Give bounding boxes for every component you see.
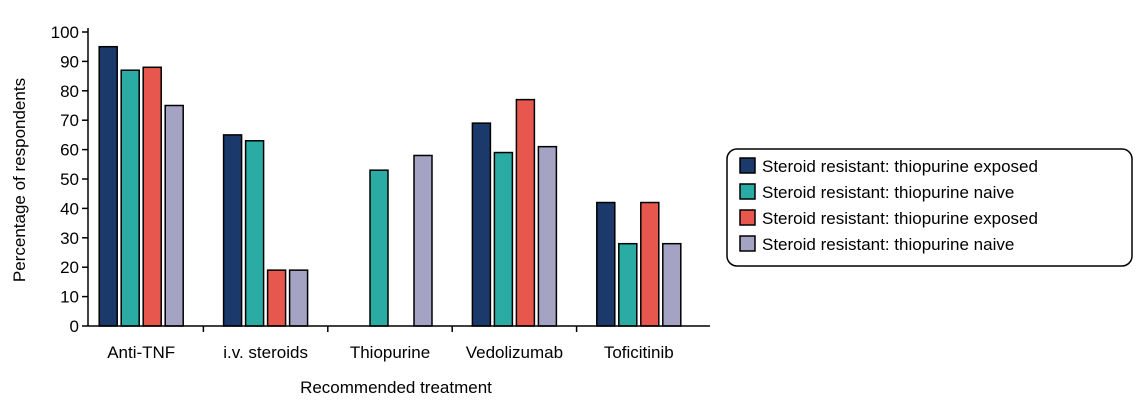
bar <box>515 98 536 327</box>
x-axis-title: Recommended treatment <box>300 378 492 397</box>
bar <box>120 69 140 327</box>
bar <box>244 140 265 327</box>
x-tick-label: Thiopurine <box>350 343 430 362</box>
x-tick-label: Vedolizumab <box>466 343 563 362</box>
x-tick-label: i.v. steroids <box>223 343 308 362</box>
legend-label: Steroid resistant: thiopurine naive <box>762 235 1014 254</box>
legend-label: Steroid resistant: thiopurine exposed <box>762 209 1038 228</box>
legend-box <box>726 148 1133 267</box>
legend-swatch <box>739 235 756 252</box>
legend-label: Steroid resistant: thiopurine naive <box>762 183 1014 202</box>
y-tick-label: 40 <box>60 199 79 218</box>
bar <box>164 104 184 327</box>
y-ticks-group: 0 10 20 30 40 50 60 70 80 90 100 <box>51 23 88 336</box>
bar <box>537 145 558 327</box>
legend-label: Steroid resistant: thiopurine exposed <box>762 157 1038 176</box>
x-ticks-group: Anti-TNF i.v. steroids Thiopurine Vedolizum… <box>107 326 674 362</box>
y-tick-label: 100 <box>51 23 79 42</box>
bar <box>142 66 162 327</box>
bar <box>266 269 287 327</box>
bars-group <box>98 45 682 327</box>
bar <box>662 242 682 327</box>
y-tick-label: 10 <box>60 288 79 307</box>
legend-swatch <box>739 157 756 174</box>
x-tick-label: Anti-TNF <box>107 343 175 362</box>
legend-swatch <box>739 209 756 226</box>
y-tick-label: 60 <box>60 141 79 160</box>
bar <box>413 154 433 327</box>
legend: Steroid resistant: thiopurine exposed Ste… <box>726 148 1133 267</box>
y-tick-label: 0 <box>70 317 79 336</box>
bar <box>98 45 118 327</box>
y-axis-title: Percentage of respondents <box>10 78 29 282</box>
bar <box>471 122 492 327</box>
bar <box>640 201 660 327</box>
y-tick-label: 20 <box>60 258 79 277</box>
bar <box>493 151 514 327</box>
y-tick-label: 80 <box>60 82 79 101</box>
bar <box>222 134 243 327</box>
y-tick-label: 50 <box>60 170 79 189</box>
y-tick-label: 90 <box>60 52 79 71</box>
bar <box>618 242 638 327</box>
y-tick-label: 30 <box>60 229 79 248</box>
x-tick-label: Toficitinib <box>604 343 674 362</box>
bar <box>288 269 309 327</box>
axes-group <box>87 28 710 327</box>
bar <box>369 169 389 327</box>
y-tick-label: 70 <box>60 111 79 130</box>
bar <box>596 201 616 327</box>
legend-swatch <box>739 183 756 200</box>
